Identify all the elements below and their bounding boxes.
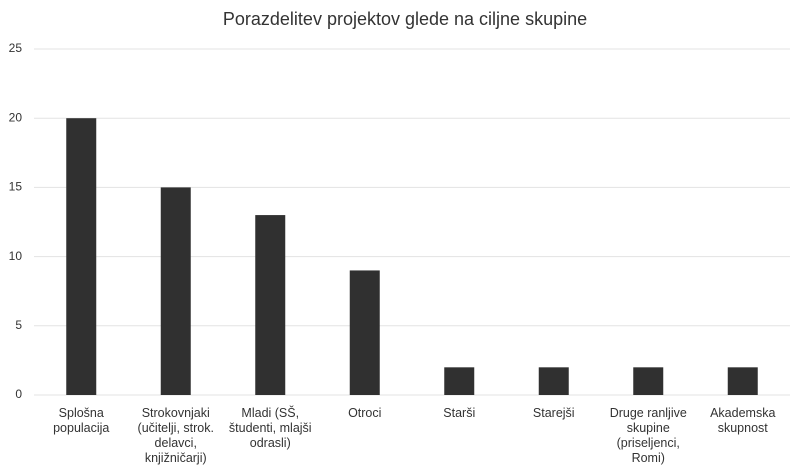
bar [160,187,191,395]
x-tick-label: Druge ranljive skupine (priseljenci, Rom… [609,406,687,465]
bar [633,367,664,395]
y-tick-label: 25 [9,41,23,55]
x-tick-label: Mladi (SŠ, študenti, mlajši odrasli) [228,406,312,450]
bar [255,215,286,395]
bar [444,367,475,395]
chart-title: Porazdelitev projektov glede na ciljne s… [223,9,587,29]
y-tick-label: 15 [9,180,23,194]
x-tick-label: Akademska skupnost [710,406,776,435]
bar [538,367,569,395]
y-tick-label: 10 [9,249,23,263]
bar [727,367,758,395]
x-tick-label: Starejši [532,406,575,420]
x-tick-label: Strokovnjaki (učitelji, strok. delavci, … [137,406,214,465]
y-tick-label: 20 [9,110,23,124]
y-tick-label: 0 [15,387,22,401]
x-tick-label: Otroci [348,406,382,420]
x-tick-label: Splošna populacija [53,406,110,435]
y-tick-label: 5 [15,318,22,332]
bar [349,270,380,395]
x-tick-label: Starši [443,406,476,420]
bar [66,118,97,395]
